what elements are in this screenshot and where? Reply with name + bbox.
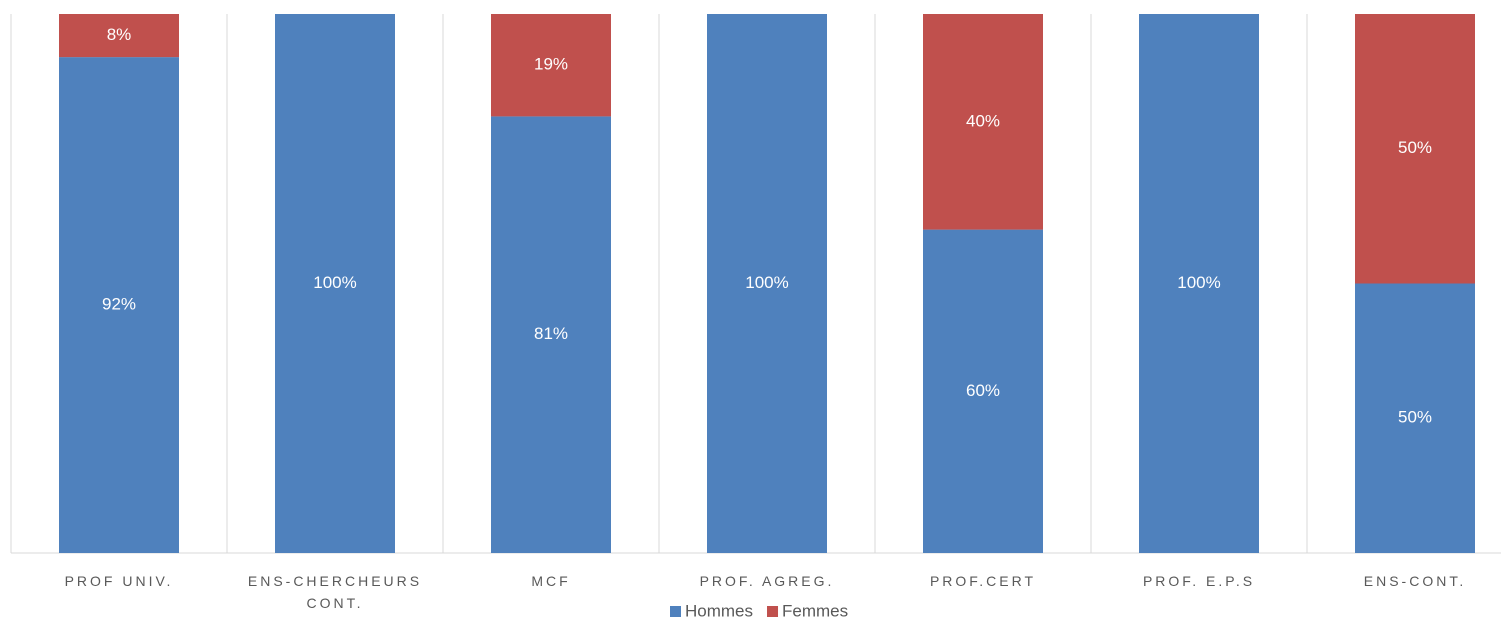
bar-segment	[1355, 14, 1475, 284]
x-tick-label: MCF	[531, 573, 571, 589]
x-tick-label: ENS-CONT.	[1363, 573, 1467, 589]
data-label: 100%	[1177, 273, 1220, 292]
bar-segment	[1139, 14, 1259, 553]
data-label: 50%	[1398, 138, 1432, 157]
x-tick-label: PROF.CERT	[929, 573, 1037, 589]
legend-swatch	[767, 606, 779, 617]
legend-label: Hommes	[685, 601, 753, 620]
bar-segment	[923, 14, 1043, 230]
data-label: 100%	[313, 273, 356, 292]
x-tick-label: PROF UNIV.	[64, 573, 174, 589]
data-label: 50%	[1398, 408, 1432, 427]
data-label: 40%	[966, 111, 1000, 130]
data-label: 60%	[966, 381, 1000, 400]
bar-segment	[275, 14, 395, 553]
bar-segment	[59, 57, 179, 554]
data-label: 100%	[745, 273, 788, 292]
data-label: 92%	[102, 295, 136, 314]
legend-label: Femmes	[782, 601, 848, 620]
bar-segment	[707, 14, 827, 553]
x-tick-label: ENS-CHERCHEURS CONT.	[247, 573, 423, 611]
legend-swatch	[670, 606, 681, 617]
bar-segment	[491, 14, 611, 117]
bar-segment	[59, 14, 179, 58]
bar-segment	[491, 116, 611, 553]
bar-segment	[1355, 283, 1475, 553]
x-tick-label: PROF. AGREG.	[699, 573, 835, 589]
x-tick-label: PROF. E.P.S	[1142, 573, 1256, 589]
data-label: 8%	[107, 25, 132, 44]
data-label: 81%	[534, 324, 568, 343]
data-label: 19%	[534, 55, 568, 74]
bar-segment	[923, 229, 1043, 553]
